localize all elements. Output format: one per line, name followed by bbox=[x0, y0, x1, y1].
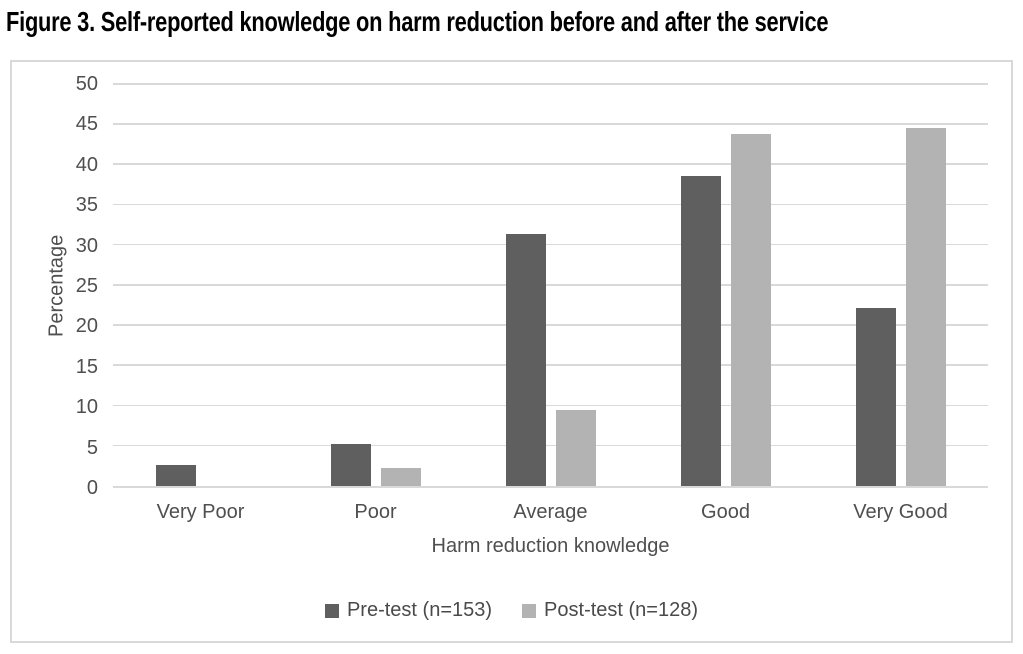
x-category-label-poor: Poor bbox=[354, 501, 397, 523]
bar-post-test-poor bbox=[380, 467, 421, 486]
x-axis-title: Harm reduction knowledge bbox=[431, 535, 670, 557]
bar-pre-test-very-good bbox=[855, 307, 896, 486]
gridline-35 bbox=[113, 203, 988, 206]
bar-group-poor bbox=[288, 84, 463, 486]
bar-pre-test-poor bbox=[330, 444, 371, 486]
y-tick-label-40: 40 bbox=[75, 153, 98, 176]
y-tick-label-35: 35 bbox=[75, 194, 98, 217]
gridline-5 bbox=[113, 444, 988, 447]
y-tick-label-45: 45 bbox=[75, 113, 98, 136]
bar-group-good bbox=[638, 84, 813, 486]
legend-label: Pre-test (n=153) bbox=[346, 599, 493, 621]
gridline-10 bbox=[113, 404, 988, 407]
bar-post-test-very-good bbox=[905, 128, 946, 486]
bar-pre-test-average bbox=[505, 233, 546, 486]
figure-title: Figure 3. Self-reported knowledge on har… bbox=[6, 6, 829, 37]
gridline-30 bbox=[113, 243, 988, 246]
legend: Pre-test (n=153) Post-test (n=128) bbox=[12, 599, 1011, 622]
bar-post-test-good bbox=[730, 133, 771, 486]
y-tick-label-15: 15 bbox=[75, 355, 98, 378]
y-tick-label-10: 10 bbox=[75, 396, 98, 419]
legend-swatch-icon bbox=[324, 603, 339, 618]
gridline-45 bbox=[113, 123, 988, 125]
bar-post-test-average bbox=[555, 410, 596, 486]
bar-group-very-poor bbox=[113, 84, 288, 486]
y-tick-label-5: 5 bbox=[86, 436, 98, 459]
gridline-15 bbox=[113, 364, 988, 366]
legend-item-pre-test: Pre-test (n=153) bbox=[324, 599, 493, 622]
x-category-label-very-poor: Very Poor bbox=[156, 501, 245, 523]
y-tick-label-0: 0 bbox=[86, 477, 98, 499]
y-tick-label-20: 20 bbox=[75, 315, 98, 338]
x-category-label-good: Good bbox=[701, 501, 750, 523]
bar-pre-test-good bbox=[680, 175, 721, 486]
gridline-20 bbox=[113, 324, 988, 326]
x-category-label-average: Average bbox=[513, 501, 588, 523]
y-tick-label-25: 25 bbox=[75, 275, 98, 297]
y-tick-label-30: 30 bbox=[75, 234, 98, 257]
legend-swatch-icon bbox=[522, 603, 537, 618]
gridline-25 bbox=[113, 284, 988, 286]
bar-pre-test-very-poor bbox=[155, 465, 196, 486]
bar-group-very-good bbox=[813, 84, 988, 486]
x-category-label-very-good: Very Good bbox=[853, 501, 948, 523]
chart-frame: Percentage 0 5 10 15 20 25 30 35 40 45 50 Very Poo… bbox=[10, 60, 1013, 643]
gridline-40 bbox=[113, 163, 988, 165]
bar-groups bbox=[113, 84, 988, 486]
x-axis-category-labels: Very Poor Poor Average Good Very Good bbox=[113, 501, 988, 524]
legend-label: Post-test (n=128) bbox=[544, 599, 699, 621]
legend-item-post-test: Post-test (n=128) bbox=[522, 599, 698, 622]
plot-area bbox=[113, 83, 988, 488]
bar-group-average bbox=[463, 84, 638, 486]
gridline-50 bbox=[113, 83, 988, 85]
y-axis-ticks: 0 5 10 15 20 25 30 35 40 45 50 bbox=[50, 74, 98, 498]
y-tick-label-50: 50 bbox=[75, 73, 98, 95]
